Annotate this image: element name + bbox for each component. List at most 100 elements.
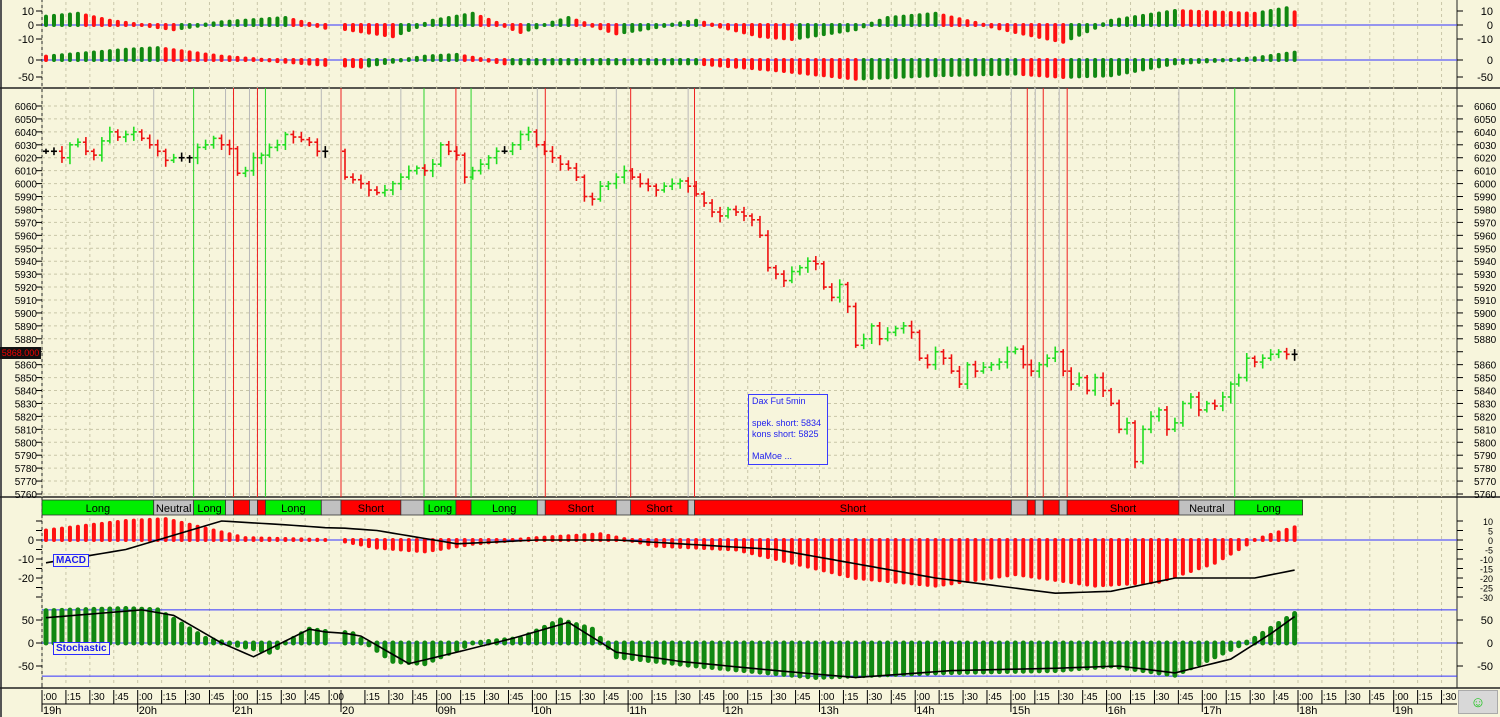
price-bar [1155, 407, 1162, 422]
price-bar [202, 139, 209, 150]
time-hour-label: 20 [342, 705, 354, 717]
time-minute-label: :45 [414, 692, 428, 703]
macd-label[interactable]: MACD [53, 554, 89, 567]
time-minute-label: :00 [330, 692, 344, 703]
price-label-right: 5820 [1474, 412, 1497, 423]
signal-label: Long [1256, 503, 1280, 515]
price-bar [194, 143, 201, 165]
stoch-label-right: -50 [1477, 661, 1493, 673]
price-label-right: 5850 [1474, 374, 1497, 385]
osc1-label-left: 10 [22, 6, 34, 18]
macd-right-label-right: 10 [1483, 517, 1493, 527]
price-bar [445, 140, 452, 156]
signal-zone [257, 499, 266, 516]
price-label-right: 6020 [1474, 154, 1497, 165]
price-bar [525, 126, 532, 141]
price-bar [477, 159, 484, 175]
price-bar [613, 173, 620, 189]
macd-signal-line [45, 520, 1295, 595]
price-bar [788, 266, 795, 284]
price-label-left: 6060 [15, 102, 38, 113]
signal-zone [1010, 499, 1028, 516]
price-bar [290, 130, 297, 144]
price-bar [1052, 346, 1059, 363]
price-bar [178, 152, 185, 162]
price-bar [828, 283, 835, 302]
time-hour-label: 15h [1012, 705, 1030, 717]
osc1-label-right: -10 [1477, 34, 1493, 46]
smiley-button[interactable]: ☺ [1458, 690, 1498, 714]
time-hour-label: 18h [1299, 705, 1317, 717]
signal-label: Short [840, 503, 866, 515]
price-label-left: 5770 [15, 477, 38, 488]
signal-zone [1234, 499, 1303, 516]
price-bar [1044, 354, 1051, 368]
osc2-label-left: 0 [28, 55, 34, 67]
price-bar [314, 138, 321, 157]
time-hour-label: 09h [438, 705, 456, 717]
price-bar [1012, 346, 1019, 355]
price-bar [764, 230, 771, 272]
stochastic-label[interactable]: Stochastic [53, 642, 110, 655]
osc1-label-left: 0 [28, 20, 34, 32]
price-label-left: 5850 [15, 374, 38, 385]
info-box: Dax Fut 5min spek. short: 5834 kons shor… [748, 394, 828, 465]
price-bar [581, 174, 588, 202]
price-bar [58, 146, 65, 163]
price-label-right: 5790 [1474, 451, 1497, 462]
price-bar [1163, 406, 1170, 436]
price-label-right: 5810 [1474, 425, 1497, 436]
price-bar [964, 362, 971, 390]
price-bar [1243, 353, 1250, 382]
price-bar [258, 152, 265, 165]
signal-zone [536, 499, 546, 516]
price-bar [274, 139, 281, 152]
price-bar [114, 129, 121, 141]
price-label-left: 5760 [15, 490, 38, 501]
price-bar [365, 181, 372, 197]
price-bar [1004, 346, 1011, 369]
osc1-label-right: 10 [1481, 6, 1493, 18]
price-bar [322, 146, 329, 158]
price-bar [780, 270, 787, 288]
time-minute-label: :00 [1395, 692, 1409, 703]
price-bar [1020, 345, 1027, 369]
price-bar [469, 166, 476, 180]
price-bar [1116, 399, 1123, 434]
price-bar [956, 365, 963, 388]
time-hour-label: 11h [629, 705, 647, 717]
time-minute-label: :30 [964, 692, 978, 703]
price-label-left: 5940 [15, 257, 38, 268]
price-label-right: 6050 [1474, 115, 1497, 126]
price-label-right: 5930 [1474, 270, 1497, 281]
price-bar [669, 178, 676, 191]
osc1-label-left: -10 [18, 34, 34, 46]
price-label-right: 5950 [1474, 244, 1497, 255]
signal-label: Neutral [1189, 503, 1224, 515]
price-bar [1179, 400, 1186, 427]
time-hour-label: 19h [1395, 705, 1413, 717]
stoch-label-left: -50 [18, 661, 34, 673]
price-label-left: 5970 [15, 218, 38, 229]
time-minute-label: :00 [1108, 692, 1122, 703]
price-bar [461, 152, 468, 184]
signal-label: Long [492, 503, 516, 515]
time-minute-label: :30 [282, 692, 296, 703]
macd-right-label-right: -10 [1480, 555, 1493, 565]
price-label-right: 5890 [1474, 322, 1497, 333]
price-label-right: 5940 [1474, 257, 1497, 268]
price-bar [876, 321, 883, 346]
price-label-left: 5950 [15, 244, 38, 255]
time-minute-label: :00 [139, 692, 153, 703]
price-bar [605, 181, 612, 191]
time-minute-label: :00 [1203, 692, 1217, 703]
price-bar [138, 129, 145, 141]
price-bar [162, 148, 169, 167]
price-bar [210, 135, 217, 149]
price-bar [677, 178, 684, 189]
price-bar [186, 155, 193, 163]
price-bar [98, 137, 105, 162]
price-bar [685, 177, 692, 193]
price-label-left: 5920 [15, 283, 38, 294]
